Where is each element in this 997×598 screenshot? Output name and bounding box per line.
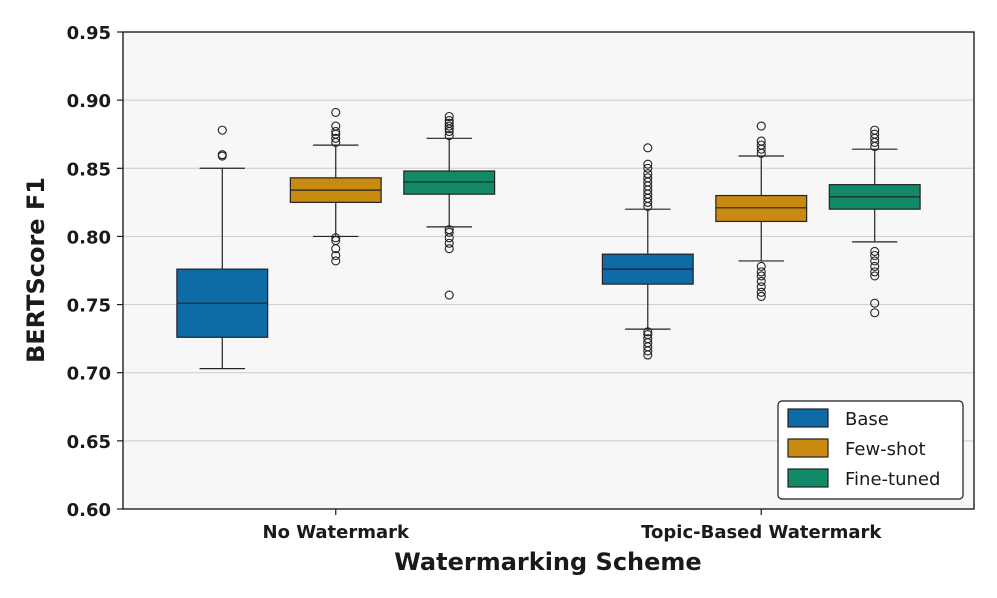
- outlier-point: [870, 250, 880, 261]
- outlier-point: [217, 125, 227, 135]
- y-axis-label: BERTScore F1: [22, 177, 50, 363]
- y-tick-label: 0.60: [67, 500, 111, 521]
- outlier-point: [643, 173, 653, 183]
- box-base-0: [176, 125, 269, 370]
- outlier-point: [444, 244, 454, 254]
- legend-label: Fine-tuned: [845, 469, 940, 490]
- legend-swatch: [787, 468, 829, 488]
- outlier-point: [756, 291, 766, 301]
- outlier-point: [444, 121, 454, 131]
- y-tick-label: 0.80: [67, 227, 111, 248]
- outlier-point: [444, 118, 454, 128]
- outlier-point: [756, 267, 766, 277]
- box-fine-tuned-0: [403, 111, 496, 300]
- outlier-point: [756, 136, 766, 146]
- outlier-point: [331, 126, 341, 137]
- x-tick-label: No Watermark: [263, 522, 411, 543]
- outlier-point: [870, 261, 880, 271]
- x-axis-ticks: No Watermark Topic-Based Watermark: [263, 509, 882, 543]
- y-tick-label: 0.85: [67, 159, 111, 180]
- box-fine-tuned-1: [828, 125, 921, 318]
- outlier-point: [870, 125, 880, 135]
- outlier-point: [331, 250, 341, 261]
- legend-label: Base: [845, 409, 889, 430]
- outlier-point: [756, 140, 766, 150]
- y-tick-label: 0.65: [67, 432, 111, 453]
- outlier-point: [756, 121, 766, 131]
- outlier-point: [870, 256, 880, 266]
- outlier-point: [444, 116, 454, 126]
- box-base-1: [601, 143, 694, 360]
- box-body: [403, 170, 496, 195]
- outlier-point: [643, 169, 653, 179]
- legend-swatch: [787, 408, 829, 428]
- outlier-point: [870, 129, 880, 139]
- box-body: [715, 194, 808, 223]
- outlier-point: [643, 143, 653, 153]
- outlier-point: [331, 107, 341, 117]
- outlier-point: [870, 267, 880, 277]
- outlier-point: [331, 256, 341, 266]
- outlier-point: [444, 290, 454, 300]
- outlier-point: [444, 111, 454, 122]
- outlier-point: [643, 334, 653, 344]
- x-tick-label: Topic-Based Watermark: [641, 522, 882, 543]
- outlier-point: [444, 225, 454, 235]
- y-tick-label: 0.95: [67, 23, 111, 44]
- outlier-point: [643, 330, 653, 340]
- outlier-point: [444, 238, 454, 248]
- outlier-point: [643, 163, 653, 173]
- outlier-point: [756, 276, 766, 286]
- outlier-point: [870, 298, 880, 308]
- y-axis-ticks: 0.60 0.65 0.70 0.75 0.80 0.85 0.90 0.95: [67, 23, 123, 521]
- y-tick-label: 0.75: [67, 296, 111, 317]
- legend-swatch: [787, 438, 829, 458]
- outlier-point: [756, 282, 766, 292]
- outlier-point: [331, 233, 341, 243]
- outlier-point: [870, 271, 880, 281]
- outlier-point: [643, 327, 653, 337]
- plot-frame: [122, 31, 975, 510]
- x-axis-label: Watermarking Scheme: [394, 548, 701, 576]
- y-tick-label: 0.70: [67, 364, 111, 385]
- box-series: [176, 107, 921, 370]
- outlier-point: [643, 159, 653, 169]
- outlier-point: [331, 235, 341, 246]
- outlier-point: [756, 261, 766, 271]
- outlier-point: [331, 121, 341, 131]
- box-few-shot-0: [289, 107, 382, 266]
- outlier-point: [756, 271, 766, 281]
- legend-label: Few-shot: [845, 439, 926, 460]
- outlier-point: [756, 287, 766, 297]
- outlier-point: [870, 246, 880, 256]
- outlier-point: [217, 150, 227, 160]
- outlier-point: [331, 133, 341, 143]
- box-few-shot-1: [715, 121, 808, 301]
- outlier-point: [444, 227, 454, 237]
- y-tick-label: 0.90: [67, 91, 111, 112]
- outlier-point: [870, 308, 880, 318]
- outlier-point: [444, 131, 454, 141]
- legend: Base Few-shot Fine-tuned: [777, 400, 964, 500]
